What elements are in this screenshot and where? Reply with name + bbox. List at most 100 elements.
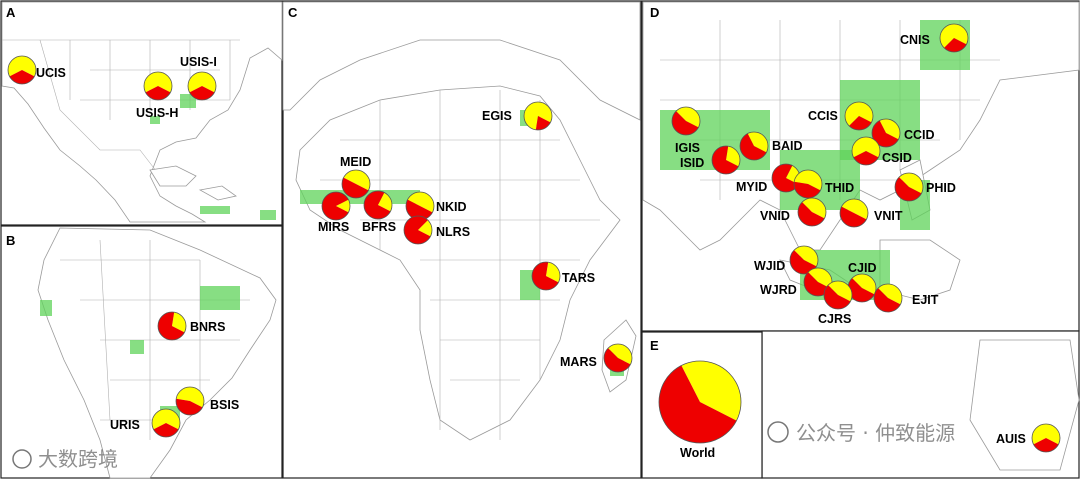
pie-outline [403, 215, 433, 245]
pie-slice-red [1033, 438, 1059, 453]
pie-outline [851, 136, 881, 166]
site-label-bnrs: BNRS [190, 320, 225, 334]
pie-egis: EGIS [482, 101, 553, 131]
pie-tars: TARS [531, 261, 595, 291]
pie-outline [658, 360, 742, 444]
pie-outline [939, 23, 969, 53]
pie-slice-red [895, 177, 922, 201]
pie-outline [823, 280, 853, 310]
pie-slice-yellow [187, 72, 217, 93]
pie-outline [603, 343, 633, 373]
site-label-ejit: EJIT [912, 293, 939, 307]
pie-slice-red [604, 348, 631, 372]
watermark-left-text: 大数跨境 [38, 447, 118, 471]
pie-outline [531, 261, 561, 291]
site-label-wjid: WJID [754, 259, 785, 273]
site-label-meid: MEID [340, 155, 371, 169]
site-label-tars: TARS [562, 271, 595, 285]
pie-slice-yellow [852, 137, 880, 158]
pie-slice-yellow [802, 197, 827, 219]
pie-outline [839, 198, 869, 228]
pie-outline [797, 197, 827, 227]
pie-cjid: CJID [847, 261, 876, 303]
pie-outline [894, 172, 924, 202]
panel-label-b: B [6, 233, 15, 248]
pie-slice-yellow [747, 131, 769, 153]
pie-outline [793, 169, 823, 199]
site-label-usis-h: USIS-H [136, 106, 178, 120]
pie-slice-yellow [378, 192, 393, 212]
site-label-nkid: NKID [436, 200, 467, 214]
pie-nkid: NKID [405, 191, 467, 221]
pie-csid: CSID [851, 136, 912, 166]
pie-slice-red [364, 191, 391, 220]
pie-slice-red [740, 133, 767, 160]
pie-slice-red [872, 120, 899, 147]
pie-slice-red [853, 151, 879, 166]
pie-outline [844, 101, 874, 131]
pie-slice-yellow [940, 24, 969, 48]
pie-usis-i: USIS-I [180, 55, 217, 101]
pie-slice-red [840, 206, 867, 228]
site-label-baid: BAID [772, 139, 803, 153]
pie-slice-yellow [1032, 424, 1060, 445]
pie-slice-yellow [676, 106, 701, 128]
pie-slice-yellow [899, 172, 924, 194]
pie-bsis: BSIS [175, 386, 239, 416]
pie-slice-red [672, 111, 699, 135]
pie-ccis: CCIS [808, 101, 874, 131]
site-label-auis: AUIS [996, 432, 1026, 446]
pie-ejit: EJIT [873, 283, 939, 313]
pie-slice-red [798, 202, 825, 226]
pie-slice-red [406, 199, 433, 220]
panel-label-e: E [650, 338, 659, 353]
pie-outline [789, 245, 819, 275]
panel-label-d: D [650, 5, 659, 20]
site-label-bsis: BSIS [210, 398, 239, 412]
pie-outline [363, 190, 393, 220]
pie-wjrd: WJRD [760, 267, 833, 297]
pie-outline [739, 131, 769, 161]
pie-slice-yellow [852, 274, 876, 295]
pie-outline [873, 283, 903, 313]
pie-slice-yellow [524, 102, 552, 130]
pie-cnis: CNIS [900, 23, 969, 53]
site-label-world: World [680, 446, 715, 460]
panel-c: C [282, 0, 642, 479]
pie-slice-red [944, 38, 967, 53]
pie-slice-yellow [841, 199, 869, 220]
pie-slice-yellow [794, 246, 819, 267]
site-label-usis-i: USIS-I [180, 55, 217, 69]
pie-slice-yellow [878, 284, 902, 305]
pie-slice-yellow [407, 192, 434, 213]
pie-uris: URIS [110, 408, 181, 438]
site-label-mirs: MIRS [318, 220, 349, 234]
site-label-ucis: UCIS [36, 66, 66, 80]
site-label-egis: EGIS [482, 109, 512, 123]
pie-slice-red [772, 164, 799, 192]
site-label-mars: MARS [560, 355, 597, 369]
pie-vnit: VNIT [839, 198, 903, 228]
pie-slice-red [658, 365, 737, 443]
pie-isid: ISID [680, 145, 741, 175]
pie-slice-yellow [879, 118, 901, 140]
pie-outline [187, 71, 217, 101]
pie-outline [1031, 423, 1061, 453]
watermark-left: 大数跨境 [12, 447, 118, 471]
site-label-vnid: VNID [760, 209, 790, 223]
site-label-cjrs: CJRS [818, 312, 851, 326]
pie-auis: AUIS [996, 423, 1061, 453]
pie-usis-h: USIS-H [136, 71, 178, 120]
brand-logo-icon [12, 449, 32, 469]
pie-slice-red [532, 262, 559, 290]
site-label-cnis: CNIS [900, 33, 930, 47]
pie-slice-red [158, 312, 185, 341]
pie-mars: MARS [560, 343, 633, 373]
site-label-uris: URIS [110, 418, 140, 432]
site-label-thid: THID [825, 181, 854, 195]
pie-slice-yellow [608, 344, 632, 365]
pie-ccid: CCID [871, 118, 935, 148]
site-label-cjid: CJID [848, 261, 876, 275]
panel-label-a: A [6, 5, 16, 20]
pie-nlrs: NLRS [403, 215, 470, 245]
